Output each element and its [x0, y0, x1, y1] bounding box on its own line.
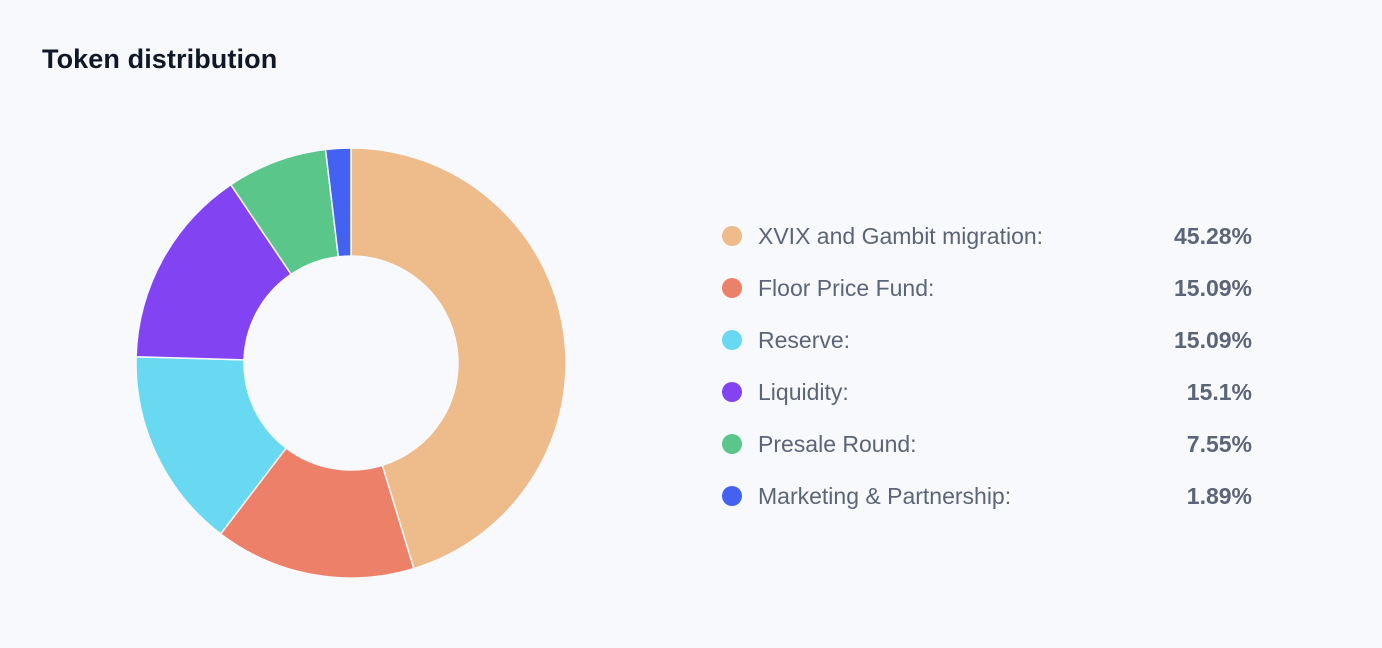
- legend-label: Marketing & Partnership:: [758, 482, 1012, 509]
- legend-item[interactable]: Floor Price Fund: 15.09%: [722, 262, 1252, 314]
- chart-legend: XVIX and Gambit migration: 45.28% Floor Pr…: [722, 210, 1252, 522]
- donut-slice-1[interactable]: [350, 147, 567, 570]
- legend-label: Reserve:: [758, 326, 851, 353]
- legend-value: 1.89%: [1186, 482, 1252, 509]
- legend-label: XVIX and Gambit migration:: [758, 222, 1044, 249]
- donut-chart: [135, 147, 567, 579]
- legend-label: Floor Price Fund:: [758, 274, 935, 301]
- legend-value: 15.09%: [1173, 326, 1252, 353]
- donut-slice-6[interactable]: [324, 147, 352, 258]
- legend-label: Presale Round:: [758, 430, 917, 457]
- legend-item[interactable]: Liquidity: 15.1%: [722, 366, 1252, 418]
- chart-title: Token distribution: [42, 44, 278, 74]
- legend-color-dot: [722, 226, 742, 246]
- legend-color-dot: [722, 278, 742, 298]
- donut-slice-3[interactable]: [135, 356, 288, 536]
- legend-item[interactable]: Marketing & Partnership: 1.89%: [722, 470, 1252, 522]
- donut-slice-4[interactable]: [135, 183, 293, 361]
- legend-color-dot: [722, 486, 742, 506]
- legend-value: 15.09%: [1173, 274, 1252, 301]
- legend-value: 7.55%: [1186, 430, 1252, 457]
- legend-item[interactable]: Presale Round: 7.55%: [722, 418, 1252, 470]
- legend-item[interactable]: XVIX and Gambit migration: 45.28%: [722, 210, 1252, 262]
- donut-slice-2[interactable]: [219, 447, 415, 579]
- legend-color-dot: [722, 330, 742, 350]
- legend-value: 15.1%: [1186, 378, 1252, 405]
- legend-color-dot: [722, 382, 742, 402]
- legend-item[interactable]: Reserve: 15.09%: [722, 314, 1252, 366]
- legend-label: Liquidity:: [758, 378, 849, 405]
- legend-value: 45.28%: [1173, 222, 1252, 249]
- legend-color-dot: [722, 434, 742, 454]
